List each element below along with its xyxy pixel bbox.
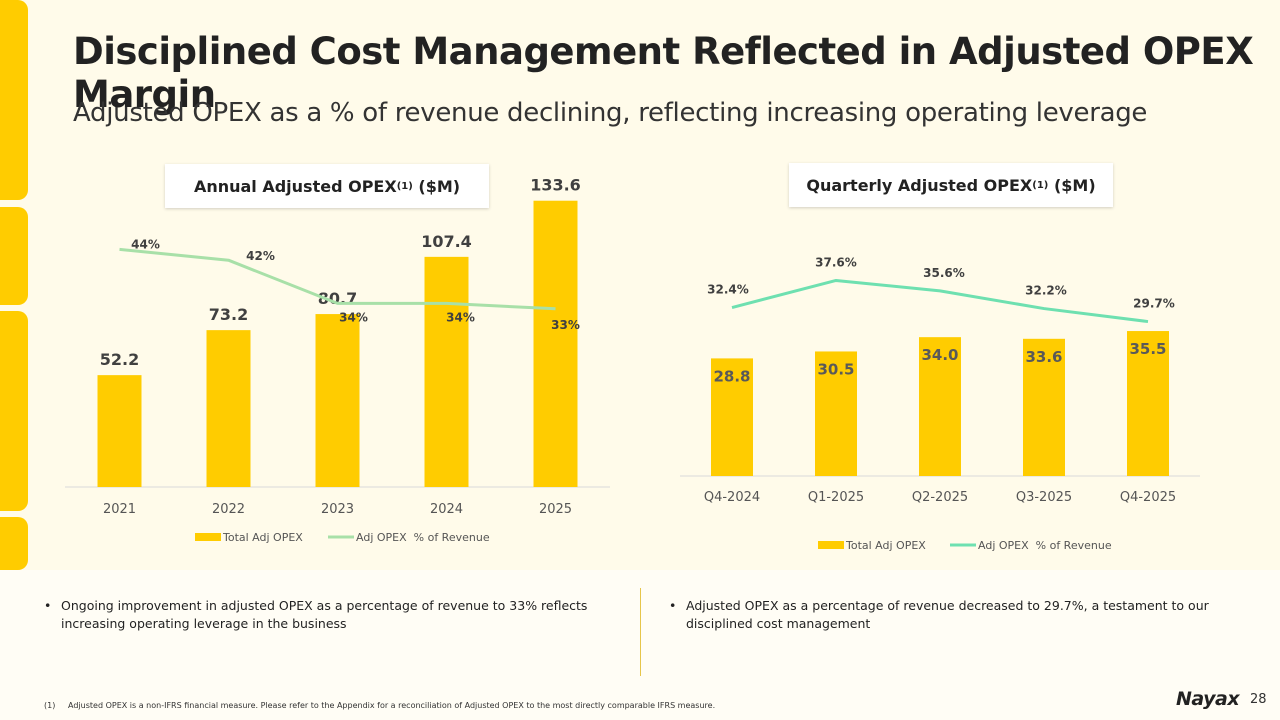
- series-line: [731, 278, 1149, 324]
- legend-bar-label: Total Adj OPEX: [845, 539, 926, 552]
- bar-value-label: 35.5: [1129, 340, 1166, 358]
- page-title: Disciplined Cost Management Reflected in…: [73, 30, 1254, 116]
- bar-value-label: 30.5: [817, 360, 854, 378]
- bar-value-label: 28.8: [713, 367, 750, 385]
- bar: [815, 351, 857, 476]
- x-tick-label: Q3-2025: [1016, 490, 1072, 505]
- annual-title-text: Annual Adjusted OPEX: [193, 176, 397, 196]
- legend-bar-label: Total Adj OPEX: [222, 531, 303, 544]
- line-value-label: 32.4%: [707, 283, 749, 297]
- line-value-label: 42%: [246, 249, 275, 263]
- quarterly-title-unit: ($M): [1048, 175, 1096, 195]
- quarterly-title-text: Quarterly Adjusted OPEX: [806, 175, 1033, 195]
- bullet-marker: •: [44, 598, 52, 613]
- legend-line-label: Adj OPEX % of Revenue: [356, 531, 490, 544]
- bullet-left-text: Ongoing improvement in adjusted OPEX as …: [61, 598, 588, 631]
- annual-title-unit: ($M): [412, 176, 461, 196]
- accent-bar: [0, 517, 28, 570]
- bar: [424, 256, 469, 487]
- bar-value-label: 73.2: [209, 305, 248, 324]
- bullet-right: • Adjusted OPEX as a percentage of reven…: [669, 597, 1229, 633]
- bullet-divider: [640, 588, 641, 676]
- bullet-right-text: Adjusted OPEX as a percentage of revenue…: [686, 598, 1209, 631]
- page-number: 28: [1250, 692, 1267, 707]
- line-value-label: 33%: [551, 318, 580, 332]
- bar: [206, 330, 251, 487]
- bar: [97, 375, 142, 487]
- footnote: (1) Adjusted OPEX is a non-IFRS financia…: [44, 701, 716, 710]
- page-subtitle: Adjusted OPEX as a % of revenue declinin…: [73, 98, 1148, 128]
- bar: [919, 337, 961, 476]
- bar: [533, 200, 578, 487]
- bar-value-label: 107.4: [421, 232, 472, 251]
- bar-value-label: 34.0: [921, 346, 958, 364]
- line-value-label: 34%: [446, 310, 475, 324]
- line-value-label: 34%: [339, 310, 368, 324]
- x-tick-label: 2022: [212, 502, 245, 517]
- annual-chart-title: Annual Adjusted OPEX (1) ($M): [165, 164, 489, 208]
- line-value-label: 44%: [131, 237, 160, 251]
- x-tick-label: Q4-2025: [1120, 490, 1176, 505]
- accent-bar: [0, 311, 28, 511]
- line-value-label: 35.6%: [923, 266, 965, 280]
- x-tick-label: 2021: [103, 502, 136, 517]
- nayax-logo: Nayax: [1176, 688, 1240, 710]
- x-tick-label: Q1-2025: [808, 490, 864, 505]
- x-tick-label: 2024: [430, 502, 463, 517]
- legend-line-label: Adj OPEX % of Revenue: [978, 539, 1112, 552]
- bar: [1127, 331, 1169, 476]
- bar: [315, 314, 360, 487]
- accent-bar: [0, 0, 28, 200]
- accent-bar: [0, 207, 28, 305]
- line-value-label: 37.6%: [815, 255, 857, 269]
- x-tick-label: 2025: [539, 502, 572, 517]
- legend-bar-swatch: [818, 541, 844, 549]
- annual-title-footnote-ref: (1): [396, 180, 413, 192]
- bar-value-label: 133.6: [530, 176, 581, 195]
- quarterly-title-footnote-ref: (1): [1032, 179, 1049, 191]
- x-tick-label: Q4-2024: [704, 490, 760, 505]
- line-value-label: 32.2%: [1025, 284, 1067, 298]
- bullet-marker: •: [669, 598, 677, 613]
- x-tick-label: 2023: [321, 502, 354, 517]
- legend-bar-swatch: [195, 533, 221, 541]
- line-value-label: 29.7%: [1133, 297, 1175, 311]
- x-tick-label: Q2-2025: [912, 490, 968, 505]
- bar: [1023, 338, 1065, 476]
- bullet-left: • Ongoing improvement in adjusted OPEX a…: [44, 597, 604, 633]
- bar-value-label: 33.6: [1025, 348, 1062, 366]
- bar-value-label: 52.2: [100, 350, 139, 369]
- bar: [711, 358, 753, 476]
- quarterly-chart-title: Quarterly Adjusted OPEX (1) ($M): [789, 163, 1113, 207]
- series-line: [119, 247, 556, 311]
